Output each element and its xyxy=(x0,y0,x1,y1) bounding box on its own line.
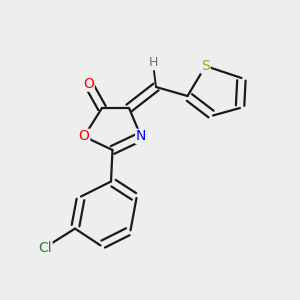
Text: H: H xyxy=(148,56,158,70)
Text: O: O xyxy=(79,130,89,143)
Text: S: S xyxy=(201,59,210,73)
Text: N: N xyxy=(136,130,146,143)
Text: O: O xyxy=(83,77,94,91)
Text: Cl: Cl xyxy=(38,241,52,254)
